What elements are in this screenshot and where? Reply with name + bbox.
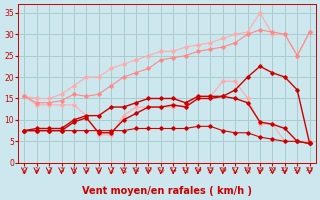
Text: ←: ← — [158, 167, 164, 174]
Text: ←: ← — [83, 167, 90, 174]
Text: ←: ← — [95, 167, 102, 174]
Text: ←: ← — [244, 167, 251, 174]
Text: ←: ← — [108, 167, 114, 174]
Text: ←: ← — [232, 167, 238, 174]
Text: ←: ← — [121, 167, 127, 174]
Text: ←: ← — [182, 167, 188, 174]
Text: ←: ← — [207, 167, 213, 174]
Text: ←: ← — [71, 167, 77, 174]
Text: ←: ← — [21, 167, 27, 174]
Text: ←: ← — [133, 167, 139, 174]
Text: ←: ← — [58, 167, 65, 174]
Text: ←: ← — [257, 167, 263, 174]
Text: ←: ← — [46, 167, 52, 174]
Text: ←: ← — [306, 167, 313, 174]
X-axis label: Vent moyen/en rafales ( km/h ): Vent moyen/en rafales ( km/h ) — [82, 186, 252, 196]
Text: ←: ← — [269, 167, 276, 174]
Text: ←: ← — [34, 167, 40, 174]
Text: ←: ← — [294, 167, 300, 174]
Text: ←: ← — [220, 167, 226, 174]
Text: ←: ← — [145, 167, 151, 174]
Text: ←: ← — [170, 167, 177, 174]
Text: ←: ← — [282, 167, 288, 174]
Text: ←: ← — [195, 167, 201, 174]
